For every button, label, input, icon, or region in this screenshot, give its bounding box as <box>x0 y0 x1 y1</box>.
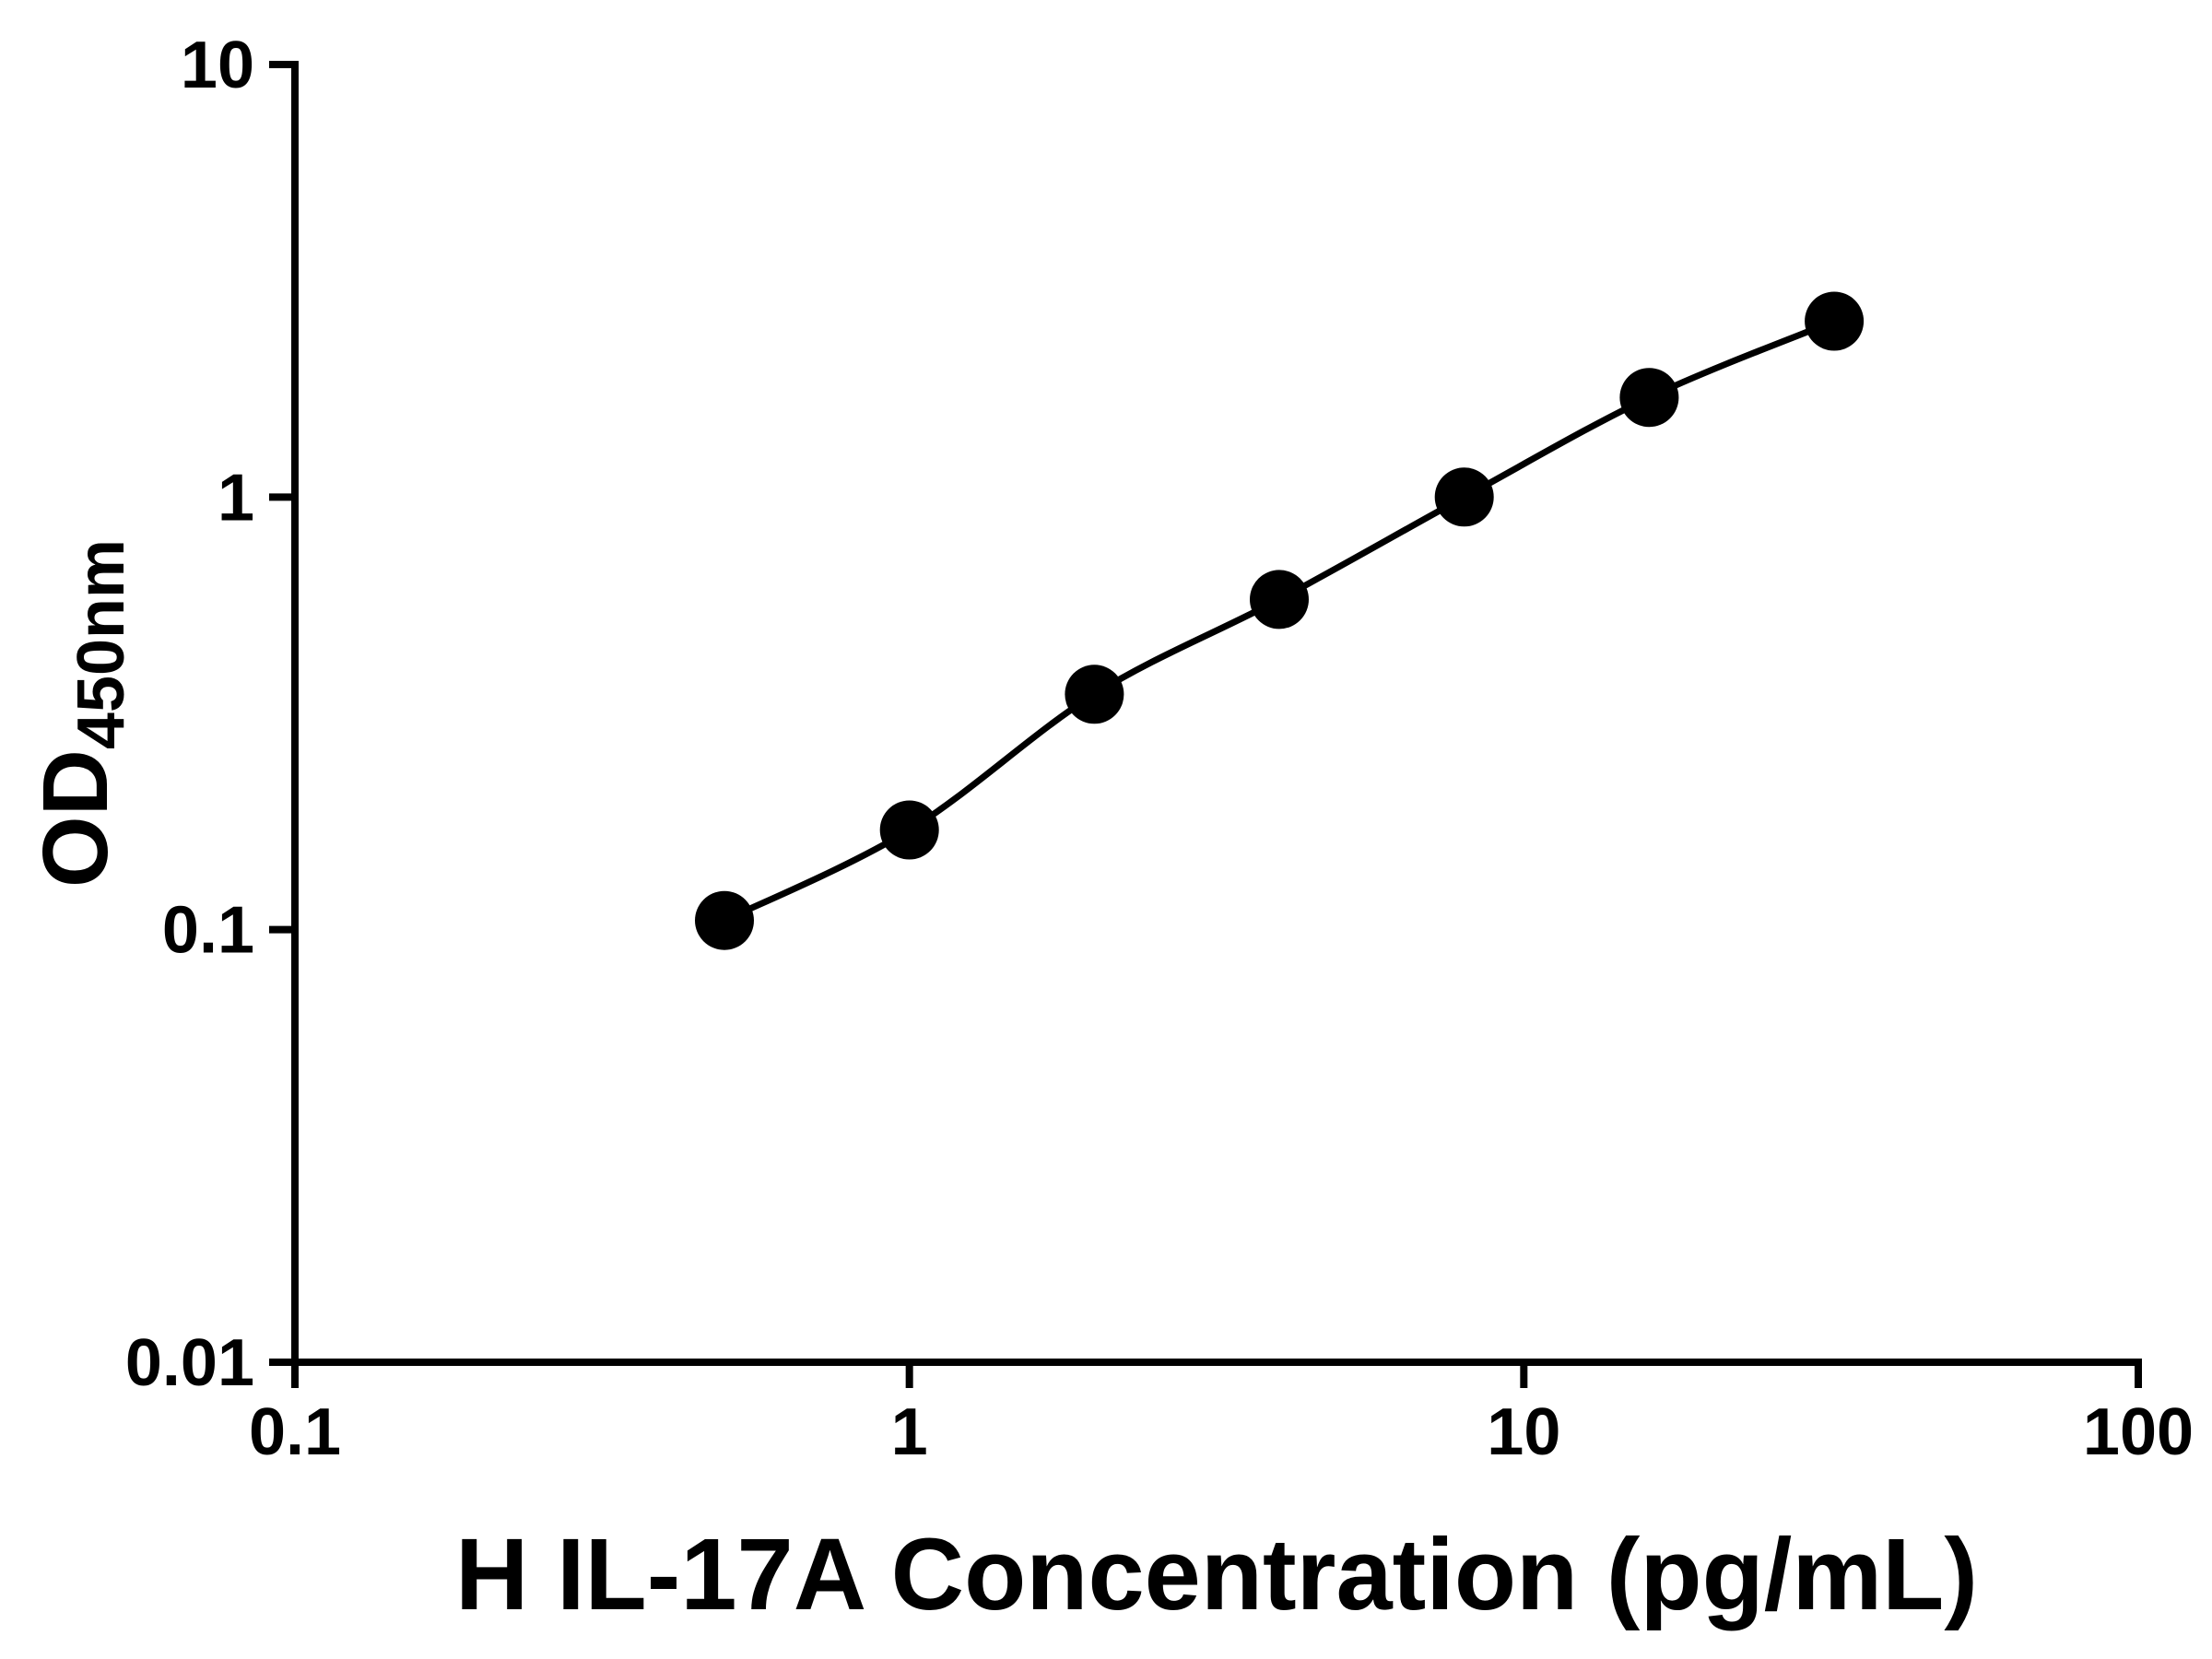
x-axis-title: H IL-17A Concentration (pg/mL) <box>455 1518 1978 1631</box>
x-tick-label: 0.1 <box>249 1395 341 1469</box>
y-tick-label: 0.01 <box>125 1326 254 1400</box>
data-point <box>1619 368 1679 428</box>
data-point <box>1805 291 1865 351</box>
x-tick-label: 100 <box>2083 1395 2194 1469</box>
y-tick-label: 1 <box>218 461 254 535</box>
x-tick-label: 1 <box>891 1395 928 1469</box>
y-axis-title-subscript: 450nm <box>65 538 138 750</box>
data-point <box>879 800 939 860</box>
y-axis-title: OD450nm <box>23 539 139 888</box>
y-tick-label: 0.1 <box>162 894 254 968</box>
x-tick-label: 10 <box>1487 1395 1560 1469</box>
data-point <box>1434 467 1494 527</box>
y-axis-title-main: OD <box>24 749 127 888</box>
data-point <box>1065 665 1124 724</box>
data-point <box>695 890 754 950</box>
y-tick-label: 10 <box>181 29 254 102</box>
data-point <box>1250 570 1309 629</box>
